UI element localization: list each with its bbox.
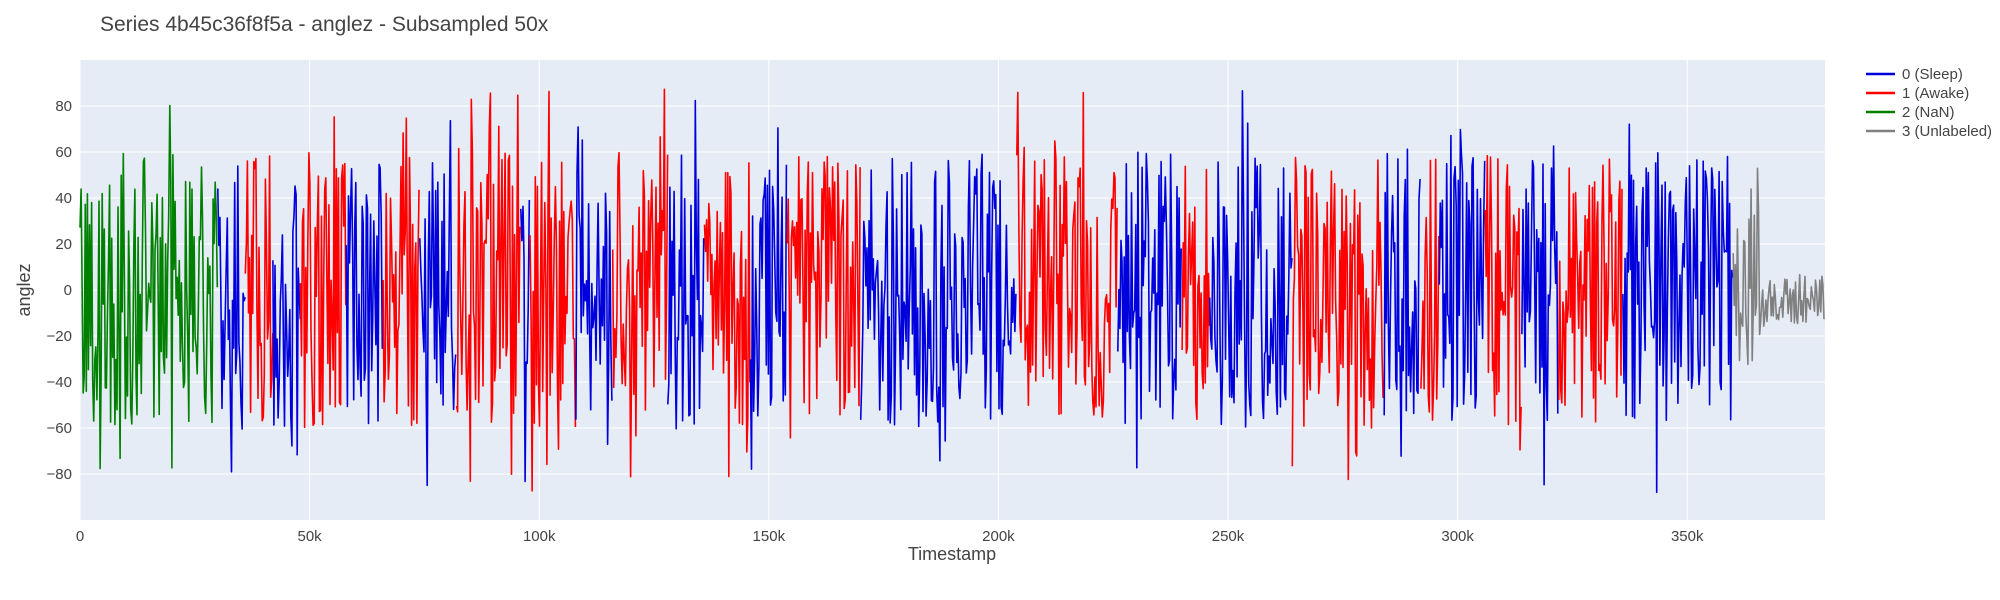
- x-tick-label: 300k: [1441, 528, 1474, 545]
- y-tick-label: −80: [47, 466, 72, 483]
- series-line-segment: [1016, 91, 1118, 418]
- y-axis-title: anglez: [14, 263, 34, 316]
- series-line-segment: [79, 104, 219, 470]
- series-line-segment: [1383, 148, 1421, 457]
- series-line-segment: [1732, 167, 1825, 366]
- series-line-segment: [1291, 156, 1384, 481]
- series-line-segment: [382, 117, 420, 427]
- series-line-segment: [1420, 158, 1440, 421]
- legend[interactable]: 0 (Sleep) 1 (Awake) 2 (NaN) 3 (Unlabeled): [1866, 66, 1992, 140]
- series-line-segment: [1181, 165, 1211, 421]
- x-tick-label: 150k: [753, 528, 786, 545]
- y-tick-label: 0: [64, 282, 72, 299]
- x-axis-ticks: 0 50k 100k 150k 200k 250k 300k 350k: [76, 528, 1704, 545]
- legend-label: 1 (Awake): [1902, 85, 1969, 102]
- series-line-segment: [299, 116, 347, 429]
- series-line-segment: [749, 127, 788, 470]
- y-tick-label: 40: [55, 190, 72, 207]
- series-line-segment: [217, 165, 246, 473]
- series-line-segment: [345, 163, 384, 425]
- y-tick-label: 80: [55, 98, 72, 115]
- x-tick-label: 50k: [298, 528, 323, 545]
- legend-item[interactable]: 2 (NaN): [1866, 104, 1955, 121]
- legend-label: 3 (Unlabeled): [1902, 123, 1992, 140]
- series-line-segment: [244, 155, 274, 422]
- y-tick-label: −40: [47, 374, 72, 391]
- series-line-segment: [1557, 158, 1623, 423]
- x-axis-title: Timestamp: [908, 544, 996, 564]
- series-line-segment: [272, 185, 302, 456]
- series-line-segment: [703, 162, 751, 478]
- series-line-segment: [575, 126, 613, 446]
- series-line-segment: [1521, 145, 1559, 486]
- legend-item[interactable]: 0 (Sleep): [1866, 66, 1963, 83]
- series-line-segment: [419, 119, 457, 487]
- y-tick-label: −60: [47, 420, 72, 437]
- series-line-segment: [520, 199, 531, 483]
- series-line-segment: [859, 153, 1017, 462]
- series-line-segment: [1117, 151, 1182, 469]
- y-axis-ticks: 80 60 40 20 0 −20 −40 −60 −80: [47, 98, 72, 483]
- x-tick-label: 0: [76, 528, 84, 545]
- legend-label: 0 (Sleep): [1902, 66, 1963, 83]
- series-line-segment: [1208, 90, 1293, 428]
- chart-title: Series 4b45c36f8f5a - anglez - Subsample…: [100, 13, 549, 36]
- legend-item[interactable]: 3 (Unlabeled): [1866, 123, 1992, 140]
- series-line-segment: [1484, 154, 1522, 451]
- series-line-segment: [667, 99, 705, 430]
- series-line-segment: [611, 88, 669, 478]
- y-tick-label: 60: [55, 144, 72, 161]
- x-tick-label: 250k: [1212, 528, 1245, 545]
- x-tick-label: 350k: [1671, 528, 1704, 545]
- series-line-segment: [529, 90, 577, 492]
- legend-item[interactable]: 1 (Awake): [1866, 85, 1969, 102]
- series-line-segment: [1622, 123, 1734, 494]
- series-lines: [79, 88, 1825, 494]
- y-tick-label: −20: [47, 328, 72, 345]
- series-line-segment: [786, 155, 861, 439]
- x-tick-label: 200k: [982, 528, 1015, 545]
- series-line-segment: [1438, 128, 1486, 421]
- y-tick-label: 20: [55, 236, 72, 253]
- legend-label: 2 (NaN): [1902, 104, 1955, 121]
- x-tick-label: 100k: [523, 528, 556, 545]
- series-line-segment: [455, 92, 521, 483]
